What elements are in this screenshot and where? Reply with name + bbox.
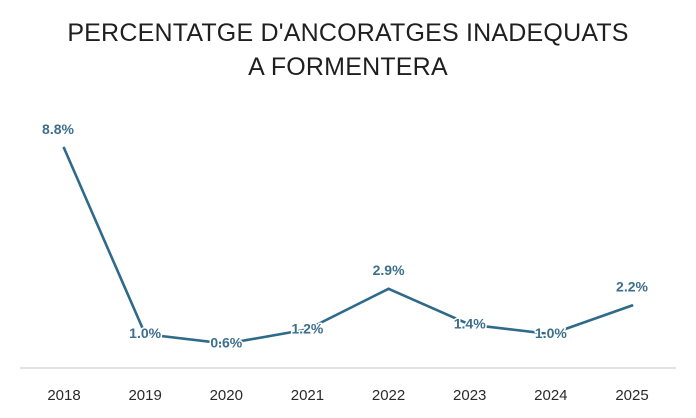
x-tick-label-2019: 2019 bbox=[128, 387, 161, 404]
x-tick-label-2025: 2025 bbox=[615, 387, 648, 404]
series-line-segment-2024-2025 bbox=[549, 304, 634, 336]
series-line-segment-2020-2021 bbox=[224, 328, 309, 345]
chart-title-line-1: PERCENTATGE D'ANCORATGES INADEQUATS bbox=[67, 19, 629, 47]
data-point-2023 bbox=[468, 323, 472, 326]
chart-title: PERCENTATGE D'ANCORATGES INADEQUATS A FO… bbox=[0, 16, 696, 84]
data-point-2024 bbox=[549, 332, 553, 336]
x-tick-label-2024: 2024 bbox=[534, 387, 567, 404]
data-label-2019: 1.0% bbox=[129, 325, 161, 341]
data-point-2019 bbox=[143, 332, 147, 336]
x-tick-label-2022: 2022 bbox=[372, 387, 405, 404]
data-label-2018: 8.8% bbox=[42, 121, 74, 137]
series-line-segment-2018-2019 bbox=[62, 146, 147, 336]
data-point-2022 bbox=[387, 287, 390, 291]
series-line-segment-2019-2020 bbox=[143, 332, 228, 345]
chart-title-line-2: A FORMENTERA bbox=[248, 53, 448, 81]
series-line-segment-2021-2022 bbox=[306, 287, 390, 331]
data-point-2018 bbox=[62, 146, 66, 150]
data-point-2025 bbox=[630, 304, 634, 307]
data-label-2025: 2.2% bbox=[616, 279, 648, 295]
series-group bbox=[62, 146, 634, 345]
data-label-2024: 1.0% bbox=[535, 325, 567, 341]
data-label-2021: 1.2% bbox=[291, 320, 323, 336]
x-tick-label-2018: 2018 bbox=[47, 387, 80, 404]
data-label-2020: 0.6% bbox=[210, 335, 242, 351]
data-label-2023: 1.4% bbox=[454, 316, 486, 332]
x-tick-label-2023: 2023 bbox=[453, 387, 486, 404]
x-tick-group: 2018 2019 2020 2021 2022 2023 2024 2025 bbox=[47, 387, 648, 404]
x-tick-label-2021: 2021 bbox=[291, 387, 324, 404]
data-point-2020 bbox=[224, 342, 228, 345]
data-label-2022: 2.9% bbox=[373, 262, 405, 278]
x-tick-label-2020: 2020 bbox=[210, 387, 243, 404]
data-label-group: 8.8% 1.0% 0.6% 1.2% 2.9% 1.4% 1.0% 2.2% bbox=[41, 120, 650, 353]
series-line-segment-2023-2024 bbox=[468, 323, 553, 336]
series-line-segment-2022-2023 bbox=[387, 287, 472, 326]
data-point-2021 bbox=[306, 328, 309, 331]
